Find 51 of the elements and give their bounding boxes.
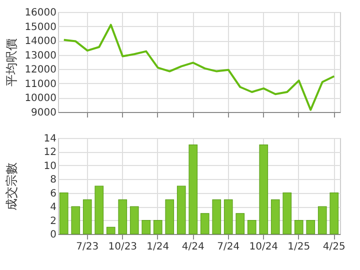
- bar: [59, 192, 68, 234]
- y-tick-label: 14000: [24, 36, 56, 48]
- y-tick-label: 13000: [24, 50, 56, 62]
- bar: [82, 199, 92, 234]
- x-tick-label: 7/23: [76, 242, 99, 252]
- bar: [224, 199, 233, 234]
- x-tick-label: 10/24: [249, 242, 278, 252]
- bar: [94, 186, 104, 234]
- bar: [247, 220, 256, 234]
- bar: [306, 220, 316, 234]
- bar: [106, 226, 116, 234]
- x-tick-label: 4/25: [322, 242, 346, 252]
- y-axis-title: 平均呎價: [4, 38, 18, 86]
- bar: [282, 192, 292, 234]
- y-tick-label: 10: [44, 160, 56, 172]
- x-tick-label: 1/25: [288, 242, 310, 252]
- x-tick-label: 4/24: [182, 242, 204, 252]
- bar: [142, 220, 151, 234]
- y-tick-label: 6: [50, 188, 56, 200]
- y-tick-label: 10000: [24, 93, 56, 104]
- x-tick-label: 10/23: [108, 242, 138, 252]
- bar: [236, 213, 245, 234]
- bar: [318, 206, 327, 234]
- y-axis-title: 成交宗數: [4, 162, 18, 210]
- y-tick-label: 15000: [24, 22, 56, 33]
- bar: [188, 144, 198, 234]
- y-tick-label: 2: [50, 216, 56, 227]
- x-tick-label: 7/24: [217, 242, 240, 252]
- bar: [294, 220, 304, 234]
- bar: [71, 206, 80, 234]
- line-series: [62, 24, 336, 111]
- y-tick-label: 12000: [24, 64, 56, 76]
- y-tick-label: 12: [44, 147, 56, 158]
- bar: [212, 199, 222, 234]
- bar: [330, 192, 339, 234]
- bar: [200, 213, 210, 234]
- bar: [270, 199, 280, 234]
- y-tick-label: 0: [50, 230, 56, 240]
- y-tick-label: 4: [50, 202, 56, 214]
- x-tick-label: 1/24: [146, 242, 170, 252]
- y-tick-label: 11000: [24, 78, 56, 90]
- bar: [176, 186, 186, 234]
- bar: [130, 206, 139, 234]
- y-tick-label: 8: [50, 174, 56, 186]
- bar: [259, 144, 268, 234]
- y-tick-label: 14: [44, 134, 56, 144]
- y-tick-label: 16000: [24, 8, 56, 18]
- bar: [118, 199, 128, 234]
- bar: [153, 220, 162, 234]
- y-tick-label: 9000: [31, 108, 56, 118]
- bar: [165, 199, 174, 234]
